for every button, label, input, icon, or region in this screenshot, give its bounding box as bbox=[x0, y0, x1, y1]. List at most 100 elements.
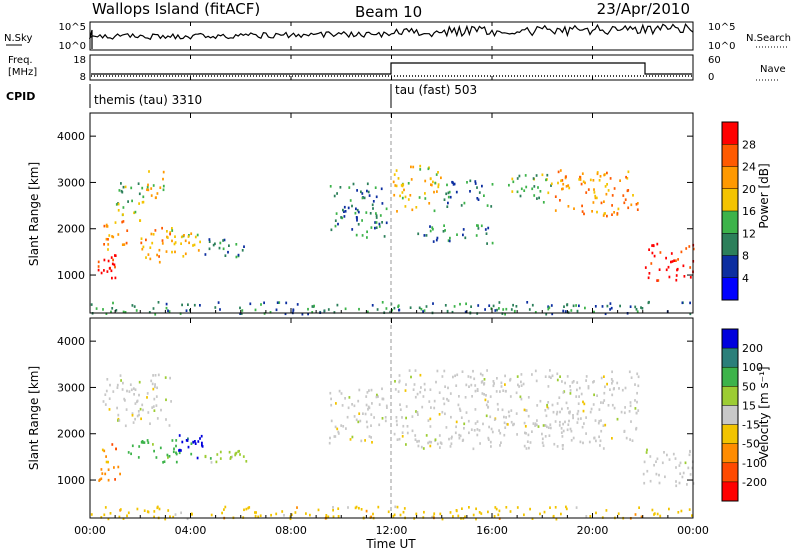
data-point bbox=[534, 311, 537, 314]
data-point bbox=[485, 232, 488, 235]
data-point bbox=[152, 374, 154, 377]
data-point bbox=[627, 206, 630, 210]
data-point bbox=[309, 513, 311, 517]
data-point bbox=[447, 191, 450, 195]
data-point bbox=[497, 408, 499, 411]
data-point bbox=[564, 420, 566, 424]
data-point bbox=[135, 309, 138, 312]
data-point bbox=[503, 433, 506, 437]
data-point bbox=[348, 396, 351, 399]
data-point bbox=[503, 415, 505, 419]
data-point bbox=[245, 507, 248, 511]
data-point bbox=[518, 174, 521, 178]
data-point bbox=[234, 453, 237, 457]
data-point bbox=[573, 207, 575, 210]
data-point bbox=[420, 386, 422, 389]
data-point bbox=[285, 301, 288, 305]
data-point bbox=[393, 513, 396, 517]
data-point bbox=[679, 461, 682, 465]
data-point bbox=[411, 429, 414, 433]
data-point bbox=[391, 308, 393, 312]
data-point bbox=[131, 412, 134, 415]
data-point bbox=[550, 376, 552, 379]
data-point bbox=[162, 170, 165, 174]
data-point bbox=[559, 169, 562, 172]
data-point bbox=[538, 196, 540, 200]
data-point bbox=[498, 301, 501, 304]
data-point bbox=[143, 509, 146, 512]
data-point bbox=[172, 515, 175, 519]
data-point bbox=[534, 424, 536, 427]
data-point bbox=[519, 395, 522, 399]
data-point bbox=[376, 308, 379, 311]
data-point bbox=[576, 412, 579, 416]
data-point bbox=[191, 513, 193, 516]
data-point bbox=[192, 244, 194, 247]
data-point bbox=[480, 224, 483, 228]
data-point bbox=[689, 312, 692, 316]
data-point bbox=[125, 408, 128, 411]
data-point bbox=[535, 423, 538, 427]
data-point bbox=[616, 381, 619, 385]
data-point bbox=[433, 406, 436, 410]
data-point bbox=[527, 414, 530, 418]
data-point bbox=[465, 383, 468, 387]
data-point bbox=[589, 515, 592, 518]
data-point bbox=[190, 452, 193, 456]
data-point bbox=[169, 232, 171, 236]
data-point bbox=[153, 510, 156, 513]
data-point bbox=[397, 304, 400, 307]
data-point bbox=[111, 276, 113, 280]
data-point bbox=[446, 397, 448, 401]
data-point bbox=[461, 370, 464, 373]
data-point bbox=[683, 275, 686, 278]
data-point bbox=[114, 276, 117, 280]
data-point bbox=[601, 305, 604, 308]
data-point bbox=[147, 188, 150, 192]
data-point bbox=[402, 424, 405, 428]
data-point bbox=[636, 208, 639, 211]
data-point bbox=[171, 250, 173, 254]
data-point bbox=[104, 393, 107, 396]
data-point bbox=[221, 511, 223, 515]
data-point bbox=[188, 241, 190, 245]
data-point bbox=[450, 437, 453, 440]
data-point bbox=[565, 401, 568, 405]
data-point bbox=[567, 205, 570, 208]
data-point bbox=[450, 442, 453, 445]
data-point bbox=[532, 177, 535, 180]
data-point bbox=[473, 429, 476, 432]
data-point bbox=[600, 429, 603, 433]
data-point bbox=[401, 435, 404, 438]
nsky-trace bbox=[89, 22, 694, 49]
data-point bbox=[596, 394, 598, 397]
data-point bbox=[375, 226, 378, 229]
data-point bbox=[437, 171, 439, 174]
time-tick-label: 08:00 bbox=[275, 524, 307, 537]
data-point bbox=[428, 202, 431, 205]
data-point bbox=[474, 408, 477, 411]
data-point bbox=[101, 472, 104, 475]
data-point bbox=[565, 505, 567, 509]
data-point bbox=[581, 210, 584, 213]
data-point bbox=[107, 259, 110, 263]
data-point bbox=[363, 196, 366, 200]
data-point bbox=[583, 402, 586, 406]
data-point bbox=[425, 434, 428, 437]
data-point bbox=[564, 310, 567, 313]
data-point bbox=[119, 472, 121, 476]
data-point bbox=[677, 511, 680, 514]
data-point bbox=[505, 422, 508, 426]
colorbar-swatch bbox=[722, 211, 738, 234]
data-point bbox=[634, 399, 636, 402]
data-point bbox=[336, 427, 339, 431]
data-point bbox=[333, 311, 336, 314]
data-point bbox=[469, 179, 472, 183]
data-point bbox=[355, 233, 358, 237]
data-point bbox=[477, 227, 480, 230]
data-point bbox=[593, 393, 595, 397]
data-point bbox=[689, 449, 691, 453]
data-point bbox=[444, 412, 446, 416]
data-point bbox=[171, 439, 174, 442]
data-point bbox=[580, 417, 582, 420]
